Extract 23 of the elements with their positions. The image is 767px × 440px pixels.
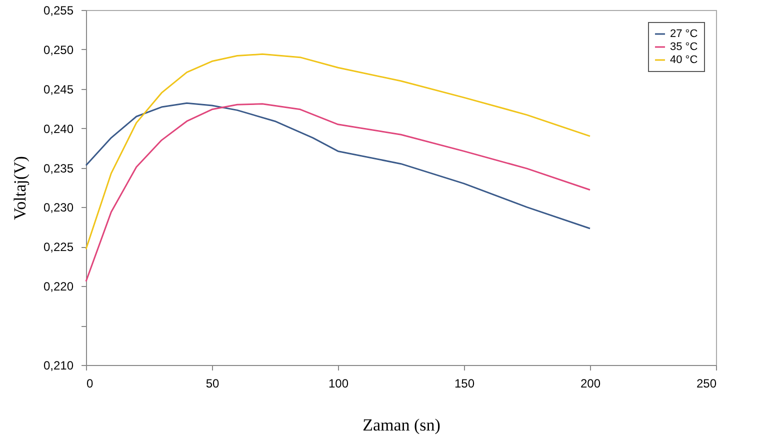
x-tick-label: 250: [696, 376, 717, 390]
line-series: [85, 103, 591, 282]
line-series: [85, 53, 591, 250]
line-series: [85, 102, 591, 230]
x-tick-label: 150: [454, 376, 475, 390]
legend-label: 40 °C: [670, 54, 698, 66]
y-tick-label: 0,225: [43, 240, 74, 254]
x-tick-label: 200: [580, 376, 601, 390]
x-tick-label: 0: [86, 376, 94, 390]
legend-label: 27 °C: [670, 28, 698, 40]
y-tick-label: 0,250: [43, 42, 74, 57]
y-tick-label: 0,245: [43, 82, 74, 96]
legend-label: 35 °C: [670, 41, 698, 53]
x-tick-label: 100: [328, 376, 349, 390]
x-tick-label: 50: [206, 376, 220, 390]
y-axis-title: Voltaj(V): [10, 156, 30, 220]
y-tick-label: 0,210: [43, 358, 74, 372]
x-axis-title: Zaman (sn): [362, 416, 440, 434]
y-tick-label: 0,230: [43, 200, 74, 215]
y-tick-label: 0,255: [43, 4, 74, 18]
y-tick-label: 0,240: [43, 122, 74, 136]
y-tick-label: 0,220: [43, 280, 74, 294]
y-tick-label: 0,235: [43, 161, 74, 176]
